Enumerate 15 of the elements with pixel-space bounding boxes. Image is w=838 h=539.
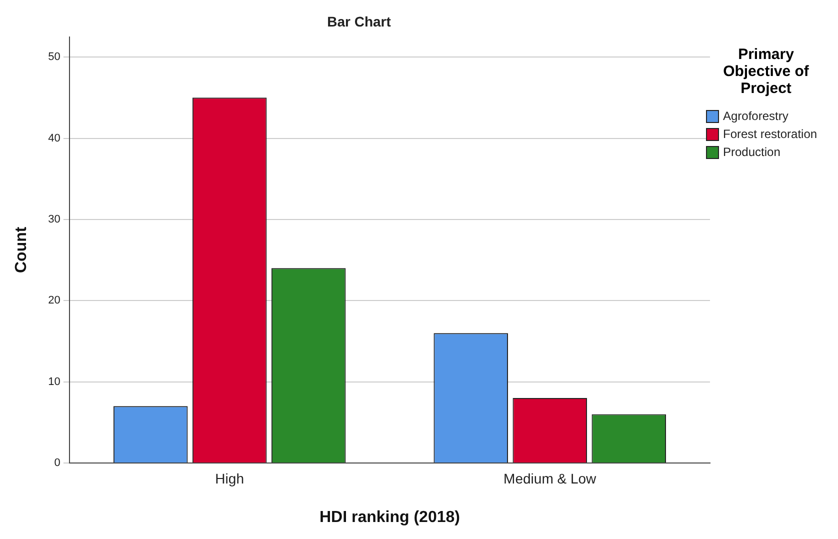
y-axis-title: Count <box>13 226 30 273</box>
y-tick-label: 0 <box>54 457 60 470</box>
legend-label: Forest restoration <box>723 127 818 141</box>
y-tick-label: 20 <box>48 294 60 307</box>
x-tick-label: Medium & Low <box>504 470 598 486</box>
x-tick-label: High <box>215 470 244 486</box>
x-axis-title: HDI ranking (2018) <box>319 508 460 526</box>
y-tick-label: 30 <box>48 213 60 226</box>
y-tick-label: 50 <box>48 51 60 64</box>
legend-label: Agroforestry <box>723 109 788 123</box>
legend-label: Production <box>723 145 780 159</box>
y-tick-label: 10 <box>48 376 60 388</box>
chart-title: Bar Chart <box>327 13 392 30</box>
y-tick-label: 40 <box>48 132 60 144</box>
legend-title: Primary Objective of Project <box>722 46 810 97</box>
